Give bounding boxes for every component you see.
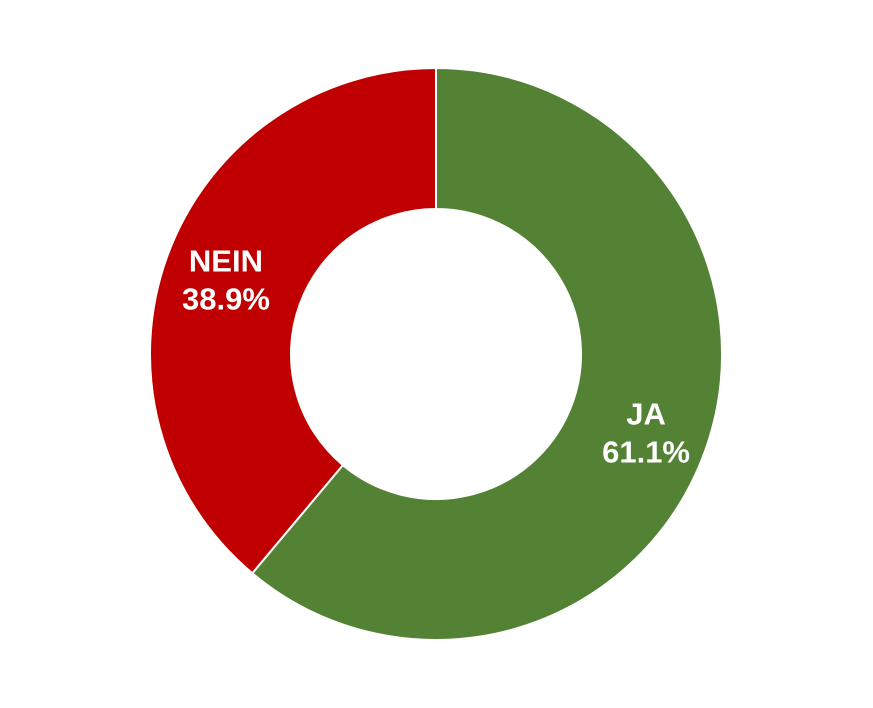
slice-ja [250,66,723,641]
slice-value-ja: 61.1% [602,434,690,469]
slice-nein [149,66,437,575]
slice-label-ja: JA [626,396,666,431]
slice-value-nein: 38.9% [182,282,270,317]
slice-label-nein: NEIN [189,244,263,279]
